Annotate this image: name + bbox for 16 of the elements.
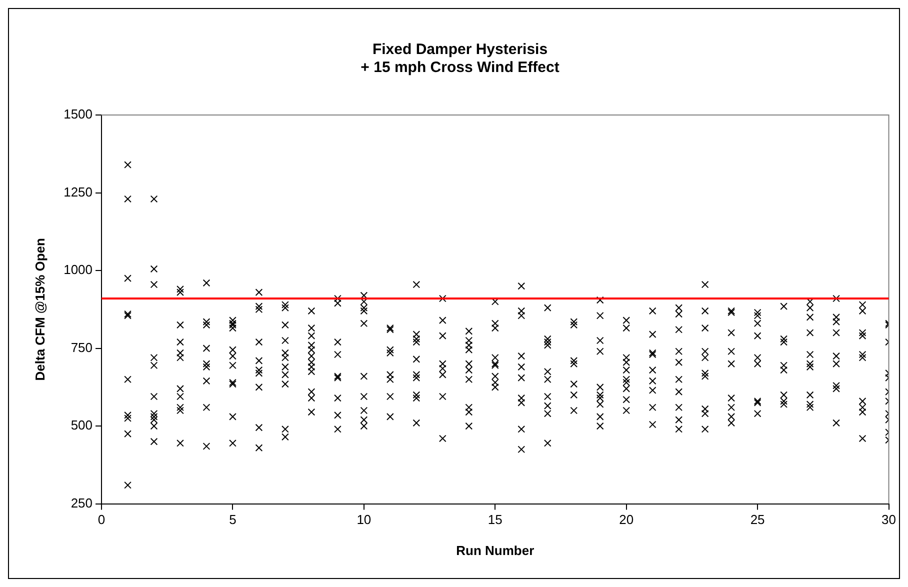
x-tick-label: 25 bbox=[750, 512, 765, 528]
y-tick-label: 1250 bbox=[64, 184, 93, 200]
y-axis-title: Delta CFM @15% Open bbox=[32, 238, 48, 381]
x-tick-label: 10 bbox=[356, 512, 372, 528]
y-tick-label: 750 bbox=[70, 340, 93, 355]
x-tick-label: 20 bbox=[619, 512, 634, 528]
x-tick-label: 30 bbox=[882, 512, 896, 528]
y-tick-label: 250 bbox=[70, 495, 93, 510]
y-tick-label: 1000 bbox=[64, 262, 93, 278]
x-tick-label: 0 bbox=[98, 512, 106, 528]
chart-title: Fixed Damper Hysterisis + 15 mph Cross Wind Effect bbox=[360, 41, 560, 76]
x-axis-title: Run Number bbox=[456, 542, 534, 558]
y-tick-label: 500 bbox=[70, 418, 93, 433]
y-tick-label: 1500 bbox=[64, 106, 93, 122]
x-tick-label: 15 bbox=[488, 512, 502, 528]
x-tick-label: 5 bbox=[229, 512, 236, 528]
